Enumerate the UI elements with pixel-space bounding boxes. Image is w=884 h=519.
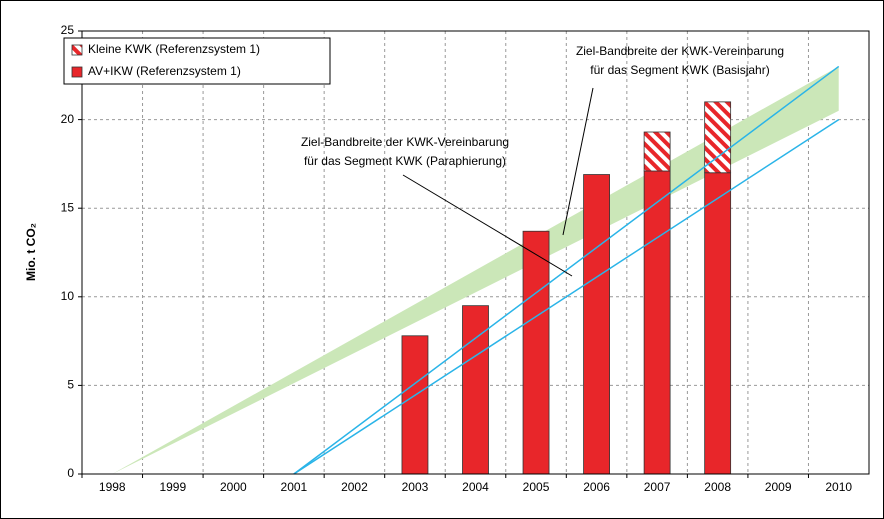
x-tick-label: 2005 [523, 480, 550, 494]
x-tick-label: 2006 [583, 480, 610, 494]
bar [522, 230, 550, 475]
x-tick-label: 2001 [281, 480, 308, 494]
target-line [293, 65, 840, 475]
x-tick-label: 2009 [765, 480, 792, 494]
annotation: für das Segment KWK (Basisjahr) [590, 63, 769, 77]
plot-border [81, 30, 870, 475]
bar [583, 174, 610, 475]
y-tick-label: 0 [67, 466, 74, 480]
bar [704, 101, 732, 174]
leader-line [562, 87, 594, 236]
x-tick-label: 2003 [402, 480, 429, 494]
target-line [293, 118, 840, 475]
y-axis-label: Mio. t CO₂ [24, 223, 38, 281]
bar [643, 131, 671, 172]
y-tick-label: 5 [67, 378, 74, 392]
legend [63, 37, 331, 85]
bar [643, 170, 671, 475]
leader-line [402, 174, 573, 277]
x-tick-label: 2000 [220, 480, 247, 494]
x-tick-label: 2004 [462, 480, 489, 494]
y-tick-label: 25 [61, 23, 75, 37]
x-tick-label: 2010 [825, 480, 852, 494]
x-tick-label: 2002 [341, 480, 368, 494]
bar [462, 305, 489, 475]
bar [704, 172, 732, 475]
y-tick-label: 10 [61, 289, 75, 303]
legend-label: Kleine KWK (Referenzsystem 1) [88, 42, 260, 56]
legend-swatch [71, 44, 83, 56]
y-tick-label: 20 [61, 112, 75, 126]
annotation: Ziel-Bandbreite der KWK-Vereinbarung [576, 44, 784, 58]
annotation: für das Segment KWK (Paraphierung) [304, 154, 506, 168]
x-tick-label: 1998 [99, 480, 126, 494]
x-tick-label: 1999 [159, 480, 186, 494]
legend-label: AV+IKW (Referenzsystem 1) [88, 64, 241, 78]
x-tick-label: 2008 [704, 480, 731, 494]
y-tick-label: 15 [61, 200, 75, 214]
annotation: Ziel-Bandbreite der KWK-Vereinbarung [301, 135, 509, 149]
x-tick-label: 2007 [644, 480, 671, 494]
bar [401, 335, 429, 475]
legend-swatch [71, 66, 83, 78]
